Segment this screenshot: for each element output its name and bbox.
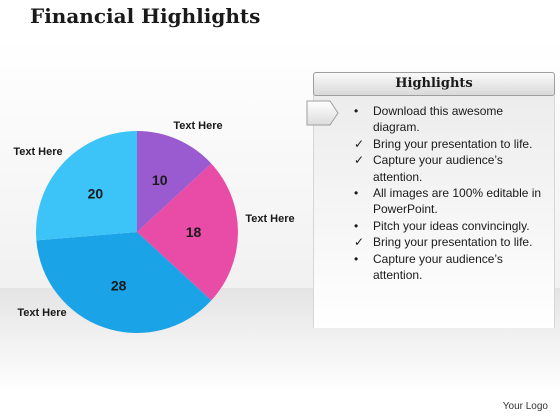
- highlight-item: • Download this awesome diagram.: [350, 103, 550, 136]
- slice-value-label: 28: [111, 277, 127, 293]
- slice-callout-label: Text Here: [245, 213, 294, 225]
- highlight-text: Download this awesome diagram.: [373, 104, 504, 135]
- highlight-text: Bring your presentation to life.: [373, 235, 533, 250]
- highlight-item: ✓ Capture your audience’s attention.: [350, 152, 550, 185]
- highlights-panel: [313, 90, 555, 328]
- slice-value-label: 18: [186, 224, 202, 240]
- highlights-heading: Highlights: [313, 72, 555, 96]
- slice-callout-label: Text Here: [17, 307, 66, 319]
- highlight-item: ✓ Bring your presentation to life.: [350, 234, 550, 250]
- bullet-icon: •: [354, 186, 359, 201]
- slice-value-label: 20: [88, 186, 104, 202]
- checkmark-icon: ✓: [354, 153, 365, 168]
- highlight-item: • All images are 100% editable in PowerPo…: [350, 185, 550, 218]
- highlight-text: Capture your audience’s attention.: [373, 153, 503, 184]
- checkmark-icon: ✓: [354, 235, 365, 250]
- highlight-text: Capture your audience’s attention.: [373, 251, 503, 283]
- bullet-icon: •: [354, 251, 359, 266]
- highlights-list: • Download this awesome diagram. ✓ Bring yo…: [350, 103, 550, 283]
- pie-slice: [137, 131, 212, 232]
- highlight-item: • Capture your audience’s attention.: [350, 251, 550, 284]
- logo-text: Your Logo: [502, 401, 548, 412]
- highlight-item: ✓ Bring your presentation to life.: [350, 136, 550, 152]
- highlight-text: Bring your presentation to life.: [373, 136, 533, 151]
- bullet-icon: •: [354, 104, 359, 118]
- pie-slice: [36, 232, 212, 333]
- page-title: Financial Highlights: [30, 4, 261, 28]
- checkmark-icon: ✓: [354, 136, 365, 151]
- highlight-item: • Pitch your ideas convincingly.: [350, 218, 550, 234]
- panel-arrow-tab: [306, 100, 339, 126]
- pie-slice: [35, 131, 137, 241]
- slice-callout-label: Text Here: [13, 146, 62, 158]
- slice-value-label: 10: [152, 172, 168, 188]
- slice-callout-label: Text Here: [173, 120, 222, 132]
- pie-slice: [137, 163, 238, 301]
- bullet-icon: •: [354, 218, 359, 233]
- highlight-text: All images are 100% editable in PowerPoi…: [373, 186, 542, 217]
- highlight-text: Pitch your ideas convincingly.: [373, 218, 530, 233]
